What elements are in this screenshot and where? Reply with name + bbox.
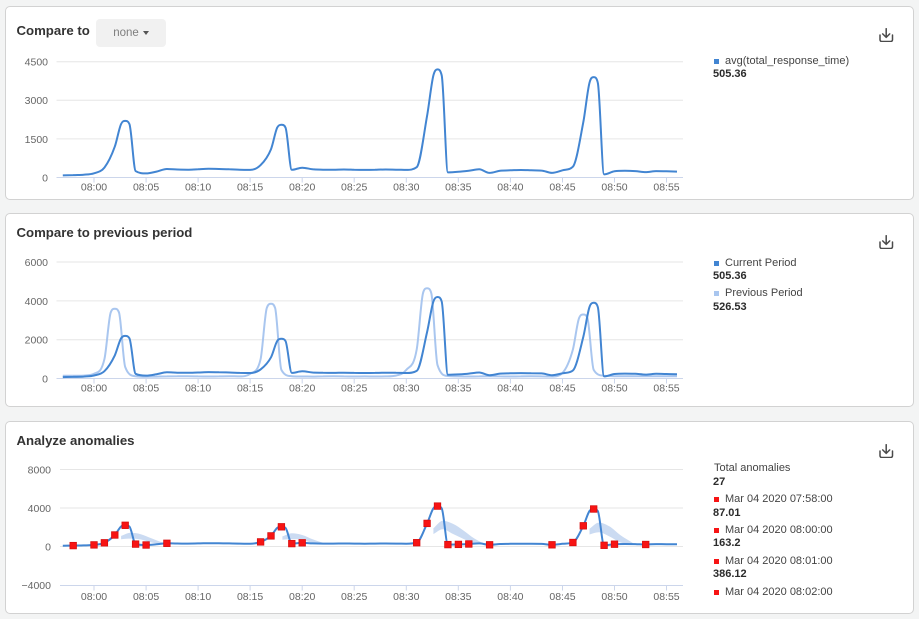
- svg-text:08:50: 08:50: [601, 383, 627, 395]
- svg-text:08:45: 08:45: [549, 181, 575, 193]
- svg-text:8000: 8000: [28, 464, 52, 476]
- svg-text:08:20: 08:20: [289, 591, 315, 603]
- svg-text:08:25: 08:25: [341, 181, 367, 193]
- svg-text:0: 0: [42, 374, 48, 386]
- svg-text:08:05: 08:05: [133, 383, 159, 395]
- svg-text:08:20: 08:20: [289, 181, 315, 193]
- svg-text:08:30: 08:30: [393, 181, 419, 193]
- svg-text:08:25: 08:25: [341, 383, 367, 395]
- svg-text:08:10: 08:10: [185, 181, 211, 193]
- svg-text:08:45: 08:45: [549, 591, 575, 603]
- svg-text:08:00: 08:00: [81, 591, 107, 603]
- svg-text:−4000: −4000: [22, 580, 52, 592]
- svg-text:08:30: 08:30: [393, 591, 419, 603]
- svg-text:08:10: 08:10: [185, 383, 211, 395]
- svg-text:08:05: 08:05: [133, 181, 159, 193]
- svg-text:08:45: 08:45: [549, 383, 575, 395]
- svg-text:6000: 6000: [25, 257, 49, 269]
- svg-text:0: 0: [45, 541, 51, 553]
- svg-text:08:35: 08:35: [445, 383, 471, 395]
- svg-text:08:10: 08:10: [185, 591, 211, 603]
- svg-text:4000: 4000: [28, 503, 52, 515]
- svg-text:08:50: 08:50: [601, 181, 627, 193]
- svg-text:0: 0: [42, 172, 48, 184]
- svg-text:08:55: 08:55: [653, 591, 679, 603]
- svg-text:08:35: 08:35: [445, 181, 471, 193]
- svg-text:08:25: 08:25: [341, 591, 367, 603]
- svg-text:08:05: 08:05: [133, 591, 159, 603]
- svg-text:08:15: 08:15: [237, 181, 263, 193]
- svg-text:08:15: 08:15: [237, 383, 263, 395]
- svg-text:08:20: 08:20: [289, 383, 315, 395]
- svg-text:3000: 3000: [25, 95, 49, 107]
- svg-text:08:55: 08:55: [653, 383, 679, 395]
- svg-text:08:55: 08:55: [653, 181, 679, 193]
- svg-text:08:50: 08:50: [601, 591, 627, 603]
- svg-text:08:00: 08:00: [81, 383, 107, 395]
- svg-text:4500: 4500: [25, 57, 49, 69]
- svg-text:08:40: 08:40: [497, 181, 523, 193]
- svg-text:4000: 4000: [25, 296, 49, 308]
- svg-text:08:30: 08:30: [393, 383, 419, 395]
- svg-text:08:40: 08:40: [497, 591, 523, 603]
- svg-text:2000: 2000: [25, 335, 49, 347]
- svg-text:1500: 1500: [25, 134, 49, 146]
- svg-text:08:15: 08:15: [237, 591, 263, 603]
- svg-text:08:40: 08:40: [497, 383, 523, 395]
- svg-text:08:35: 08:35: [445, 591, 471, 603]
- svg-text:08:00: 08:00: [81, 181, 107, 193]
